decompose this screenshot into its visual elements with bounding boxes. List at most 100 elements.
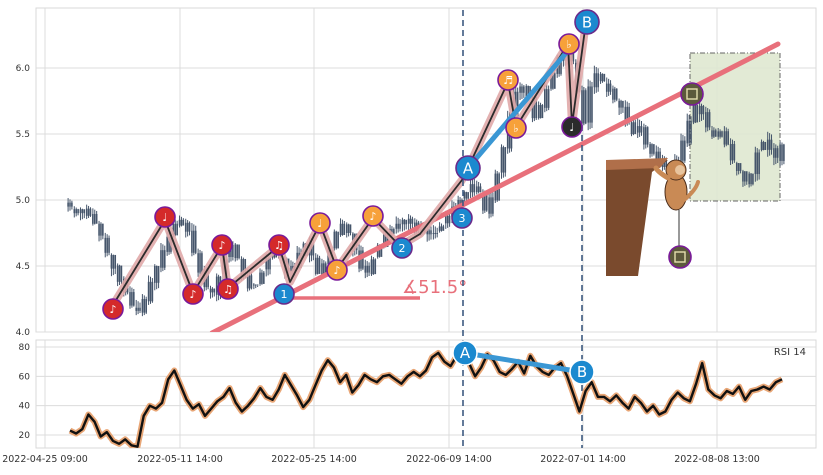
candle-body [612,88,614,100]
candle-body [776,148,779,158]
candle-body [492,197,494,214]
candle-body [362,250,364,269]
candle-body [692,104,695,123]
candle-body [760,141,763,151]
candle-body [380,244,383,257]
candle-body [467,192,469,199]
x-tick-labels: 2022-04-25 09:00 2022-05-11 14:00 2022-05-… [2,454,760,465]
candle-body [457,200,459,207]
candle-body [459,200,461,207]
candle-body [129,292,131,306]
candle-body [393,229,395,234]
price-y-tick: 5.0 [16,196,31,206]
candle-body [378,244,381,257]
candle-body [368,265,370,273]
rsi-ab-line [462,350,585,375]
candle-body [680,140,682,161]
note-marker: ♪ [102,298,124,320]
svg-text:♩: ♩ [569,121,574,134]
candle-body [599,73,602,82]
candle-body [537,104,540,119]
candle-body [234,244,237,259]
candle-body [649,144,651,154]
candle-body [102,223,104,236]
candle-body [717,131,719,137]
candle-body [745,171,748,182]
candle-body [194,230,197,253]
candle-body [632,122,635,134]
candle-body [147,281,150,302]
candle-body [698,105,701,115]
candle-body [236,244,238,259]
candle-body [519,86,521,93]
cliff-illustration [606,158,668,276]
candle-body [370,259,373,275]
candle-body [657,151,659,161]
candle-body [112,254,115,269]
candle-body [550,73,552,89]
wave-markers: ♪ ♩ ♪ ♪ ♫ ♫ ♩ ♪ ♪ ♬ ♭ ♭ ♩ 1 2 3 A B [102,9,704,320]
candle-body [465,192,468,199]
rsi-legend-label: RSI 14 [774,347,806,358]
candle-body [67,202,69,207]
candle-body [783,144,785,161]
candle-body [71,202,73,207]
candle-body [609,83,612,92]
candle-body [779,144,781,161]
candle-body [630,122,633,134]
candle-body [314,257,317,274]
candle-body [178,219,181,226]
candle-body [475,186,478,193]
x-tick-label: 2022-04-25 09:00 [2,454,88,465]
wave-label-b: B [574,9,600,35]
candle-body [215,276,218,295]
price-y-tick: 6.0 [16,64,31,74]
candle-body [516,91,519,119]
note-marker: ♩ [309,212,331,234]
x-tick-label: 2022-05-25 14:00 [271,454,357,465]
candle-body [191,230,193,253]
candle-body [644,127,647,145]
monkey-icon [653,159,700,246]
candle-body [622,100,624,108]
candle-body [426,230,428,235]
candle-body [684,140,686,161]
note-marker: ♭ [558,33,580,55]
candle-body [711,130,713,137]
candle-body [184,222,187,232]
candle-body [781,144,783,161]
candle-body [744,171,746,182]
candle-body [163,250,166,268]
candle-body [533,97,536,119]
candle-body [521,86,523,93]
candle-body [735,163,738,171]
candle-body [434,233,437,235]
candle-body [209,288,212,293]
indicator-y-tick-labels: 20 40 60 80 [19,343,31,441]
candle-body [405,219,408,225]
candle-body [552,73,554,89]
note-marker: ♪ [326,259,348,281]
svg-text:A: A [463,160,474,178]
candle-body [133,292,135,306]
candle-body [345,224,348,233]
candle-body [415,222,418,228]
x-tick-label: 2022-06-09 14:00 [406,454,492,465]
candle-body [477,186,480,193]
candle-body [176,223,178,236]
candle-body [773,148,775,158]
candle-body [77,209,79,214]
candle-body [349,224,352,233]
coin-icon [668,245,692,269]
candle-body [135,307,138,311]
candle-body [145,299,147,313]
candle-body [766,139,769,150]
candle-body [690,120,692,144]
candle-body [110,254,113,269]
svg-text:♫: ♫ [274,239,284,252]
candle-body [87,208,90,216]
candle-body [327,250,329,265]
candle-body [232,244,234,258]
x-tick-label: 2022-05-11 14:00 [137,454,223,465]
